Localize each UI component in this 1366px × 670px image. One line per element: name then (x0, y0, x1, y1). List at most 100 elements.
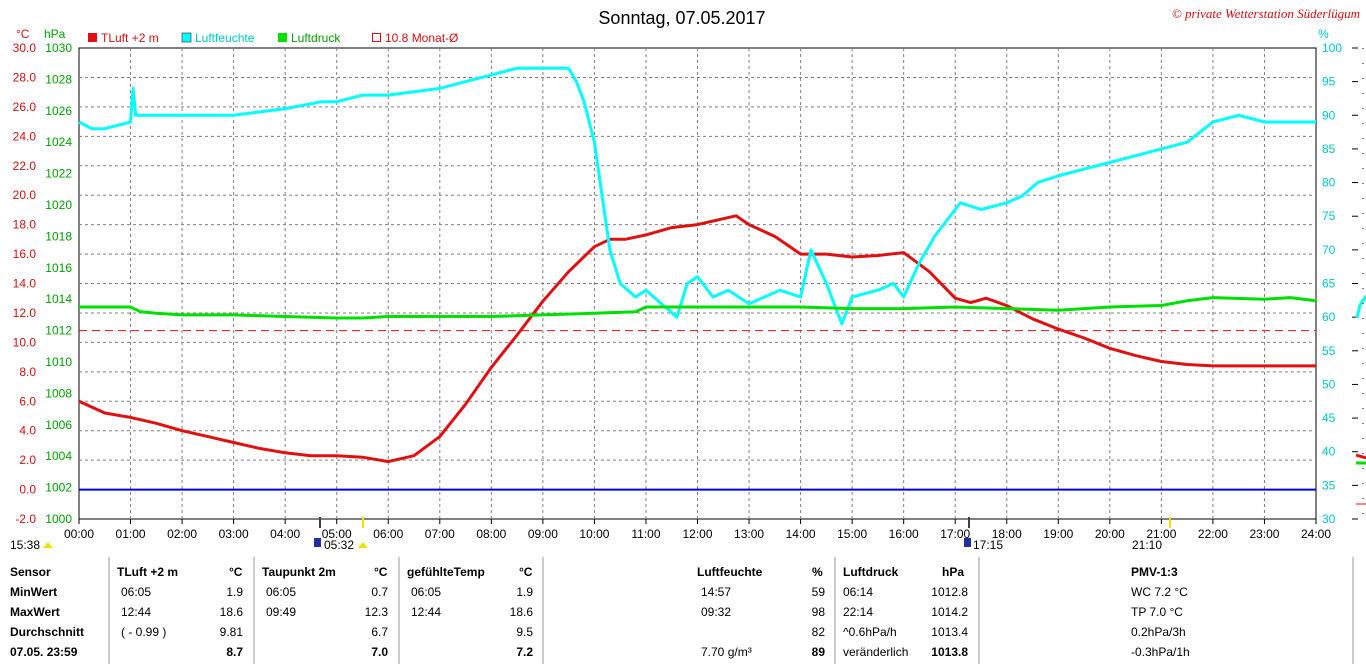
unit-left-hpa: hPa (44, 27, 66, 41)
y-tick-temp: 12.0 (13, 306, 37, 320)
y-tick-temp: 4.0 (19, 424, 36, 438)
y-tick-temp: 24.0 (13, 129, 37, 143)
y-tick-temp: -2.0 (15, 512, 36, 526)
legend-swatch-month-avg (372, 33, 381, 42)
y-tick-hpa: 1026 (45, 104, 72, 118)
stats-f-value: 89 (811, 645, 825, 659)
y-tick-hpa: 1028 (45, 72, 72, 86)
moonrise-icon (964, 538, 971, 547)
x-tick-label: 21:00 (1146, 527, 1176, 541)
left-time-label: 15:38 (10, 538, 40, 552)
stats-tp-value: 7.0 (371, 645, 388, 659)
unit-right: % (1318, 27, 1329, 41)
humidity-series-line (78, 66, 1316, 326)
hdr-pmv: PMV-1:3 (1131, 565, 1178, 579)
y-tick-humidity: 95 (1322, 75, 1336, 89)
legend-label-month-avg: 10.8 Monat-Ø (385, 31, 458, 45)
y-tick-temp: 16.0 (13, 247, 37, 261)
stats-tp-time: 06:05 (266, 585, 297, 599)
y-tick-humidity: 35 (1322, 478, 1336, 492)
x-tick-label: 13:00 (734, 527, 764, 541)
stats-pmv-value: -0.3hPa/1h (1131, 645, 1190, 659)
x-tick-label: 18:00 (992, 527, 1022, 541)
y-tick-humidity: 90 (1322, 108, 1336, 122)
credit-text: © private Wetterstation Süderlügum (1172, 6, 1360, 21)
y-tick-hpa: 1020 (45, 198, 72, 212)
y-tick-temp: 30.0 (13, 41, 37, 55)
stats-d-time: 06:14 (843, 585, 874, 599)
y-tick-hpa: 1010 (45, 355, 72, 369)
y-tick-temp: 8.0 (19, 365, 36, 379)
y-tick-hpa: 1022 (45, 167, 72, 181)
stats-pmv-value: WC 7.2 °C (1131, 585, 1188, 599)
x-tick-label: 01:00 (116, 527, 146, 541)
legend-swatch-temp (88, 33, 97, 42)
stats-t-time: 06:05 (121, 585, 152, 599)
legend-label-pressure: Luftdruck (291, 31, 341, 45)
y-tick-temp: 26.0 (13, 100, 37, 114)
x-tick-label: 22:00 (1198, 527, 1228, 541)
stats-tp-time: 09:49 (266, 605, 297, 619)
stats-t-value: 9.81 (219, 625, 243, 639)
y-tick-hpa: 1002 (45, 481, 72, 495)
legend-label-humidity: Luftfeuchte (195, 31, 255, 45)
stats-d-value: 1014.2 (931, 605, 968, 619)
hdr-feuchte-unit: % (812, 565, 823, 579)
y-tick-hpa: 1008 (45, 386, 72, 400)
stats-d-value: 1013.8 (931, 645, 968, 659)
x-tick-label: 07:00 (425, 527, 455, 541)
y-tick-humidity: 100 (1322, 41, 1342, 55)
stats-d-time: veränderlich (843, 645, 909, 659)
y-axis-temp: 30.0 28.0 26.0 24.0 22.0 20.0 18.0 16.0 14.0 12.0… (13, 41, 37, 526)
y-tick-temp: 22.0 (13, 159, 37, 173)
x-tick-label: 16:00 (889, 527, 919, 541)
hdr-tluft: TLuft +2 m (117, 565, 179, 579)
y-tick-temp: 28.0 (13, 70, 37, 84)
stats-g-value: 1.9 (516, 585, 533, 599)
stats-f-time: 09:32 (701, 605, 732, 619)
hdr-tluft-unit: °C (229, 565, 243, 579)
legend-swatch-humidity (181, 32, 192, 43)
y-tick-humidity: 45 (1322, 411, 1336, 425)
y-tick-humidity: 75 (1322, 209, 1336, 223)
hdr-taupunkt-unit: °C (374, 565, 388, 579)
x-tick-label: 06:00 (373, 527, 403, 541)
x-axis: 00:00 01:00 02:00 03:00 04:00 05:00 06:00 07:00… (64, 519, 1331, 541)
stats-row-label: MaxWert (10, 605, 60, 619)
stats-d-value: 1013.4 (931, 625, 968, 639)
x-tick-label: 20:00 (1095, 527, 1125, 541)
stats-g-time: 06:05 (411, 585, 442, 599)
stats-f-value: 82 (811, 625, 825, 639)
y-tick-humidity: 85 (1322, 142, 1336, 156)
stats-t-value: 8.7 (226, 645, 243, 659)
stats-pmv-value: TP 7.0 °C (1131, 605, 1183, 619)
hdr-druck: Luftdruck (843, 565, 899, 579)
y-tick-temp: 18.0 (13, 218, 37, 232)
y-tick-hpa: 1014 (45, 292, 72, 306)
x-tick-label: 00:00 (64, 527, 94, 541)
x-tick-label: 17:00 (940, 527, 970, 541)
hdr-gefuehlt: gefühlteTemp (407, 565, 485, 579)
stats-g-value: 7.2 (516, 645, 533, 659)
stats-t-value: 18.6 (219, 605, 243, 619)
y-tick-temp: 0.0 (19, 483, 36, 497)
sunset-label: 21:10 (1132, 538, 1162, 552)
stats-table: Sensor TLuft +2 m °C Taupunkt 2m °C gefü… (0, 560, 1366, 670)
x-tick-label: 05:00 (322, 527, 352, 541)
stats-d-value: 1012.8 (931, 585, 968, 599)
moonrise-label: 17:15 (973, 538, 1003, 552)
y-axis-humidity: 100 95 90 85 80 75 70 65 60 55 50 45 40 35 30 (1322, 41, 1358, 526)
stats-row-label: MinWert (10, 585, 58, 599)
series-group (78, 66, 1317, 491)
y-tick-temp: 14.0 (13, 277, 37, 291)
y-tick-hpa: 1018 (45, 229, 72, 243)
y-tick-temp: 10.0 (13, 335, 37, 349)
stats-d-time: ^0.6hPa/h (843, 625, 897, 639)
hdr-druck-unit: hPa (942, 565, 965, 579)
stats-f-time: 7.70 g/m³ (701, 645, 752, 659)
stats-tp-value: 0.7 (371, 585, 388, 599)
y-tick-hpa: 1006 (45, 418, 72, 432)
y-tick-humidity: 65 (1322, 277, 1336, 291)
y-tick-humidity: 70 (1322, 243, 1336, 257)
x-tick-label: 14:00 (786, 527, 816, 541)
